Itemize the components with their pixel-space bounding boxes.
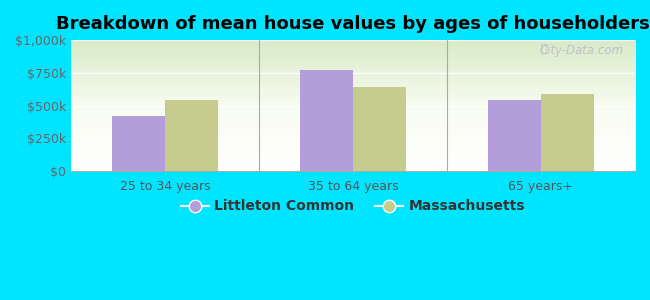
Bar (541, 94, 593, 171)
Text: ⦿: ⦿ (541, 44, 547, 54)
Bar (112, 116, 165, 171)
Title: Breakdown of mean house values by ages of householders: Breakdown of mean house values by ages o… (56, 15, 650, 33)
Bar (353, 86, 406, 171)
Bar (488, 100, 541, 171)
Bar (165, 100, 218, 171)
Bar (300, 70, 353, 171)
Legend: Littleton Common, Massachusetts: Littleton Common, Massachusetts (176, 194, 530, 219)
Text: City-Data.com: City-Data.com (540, 44, 624, 57)
